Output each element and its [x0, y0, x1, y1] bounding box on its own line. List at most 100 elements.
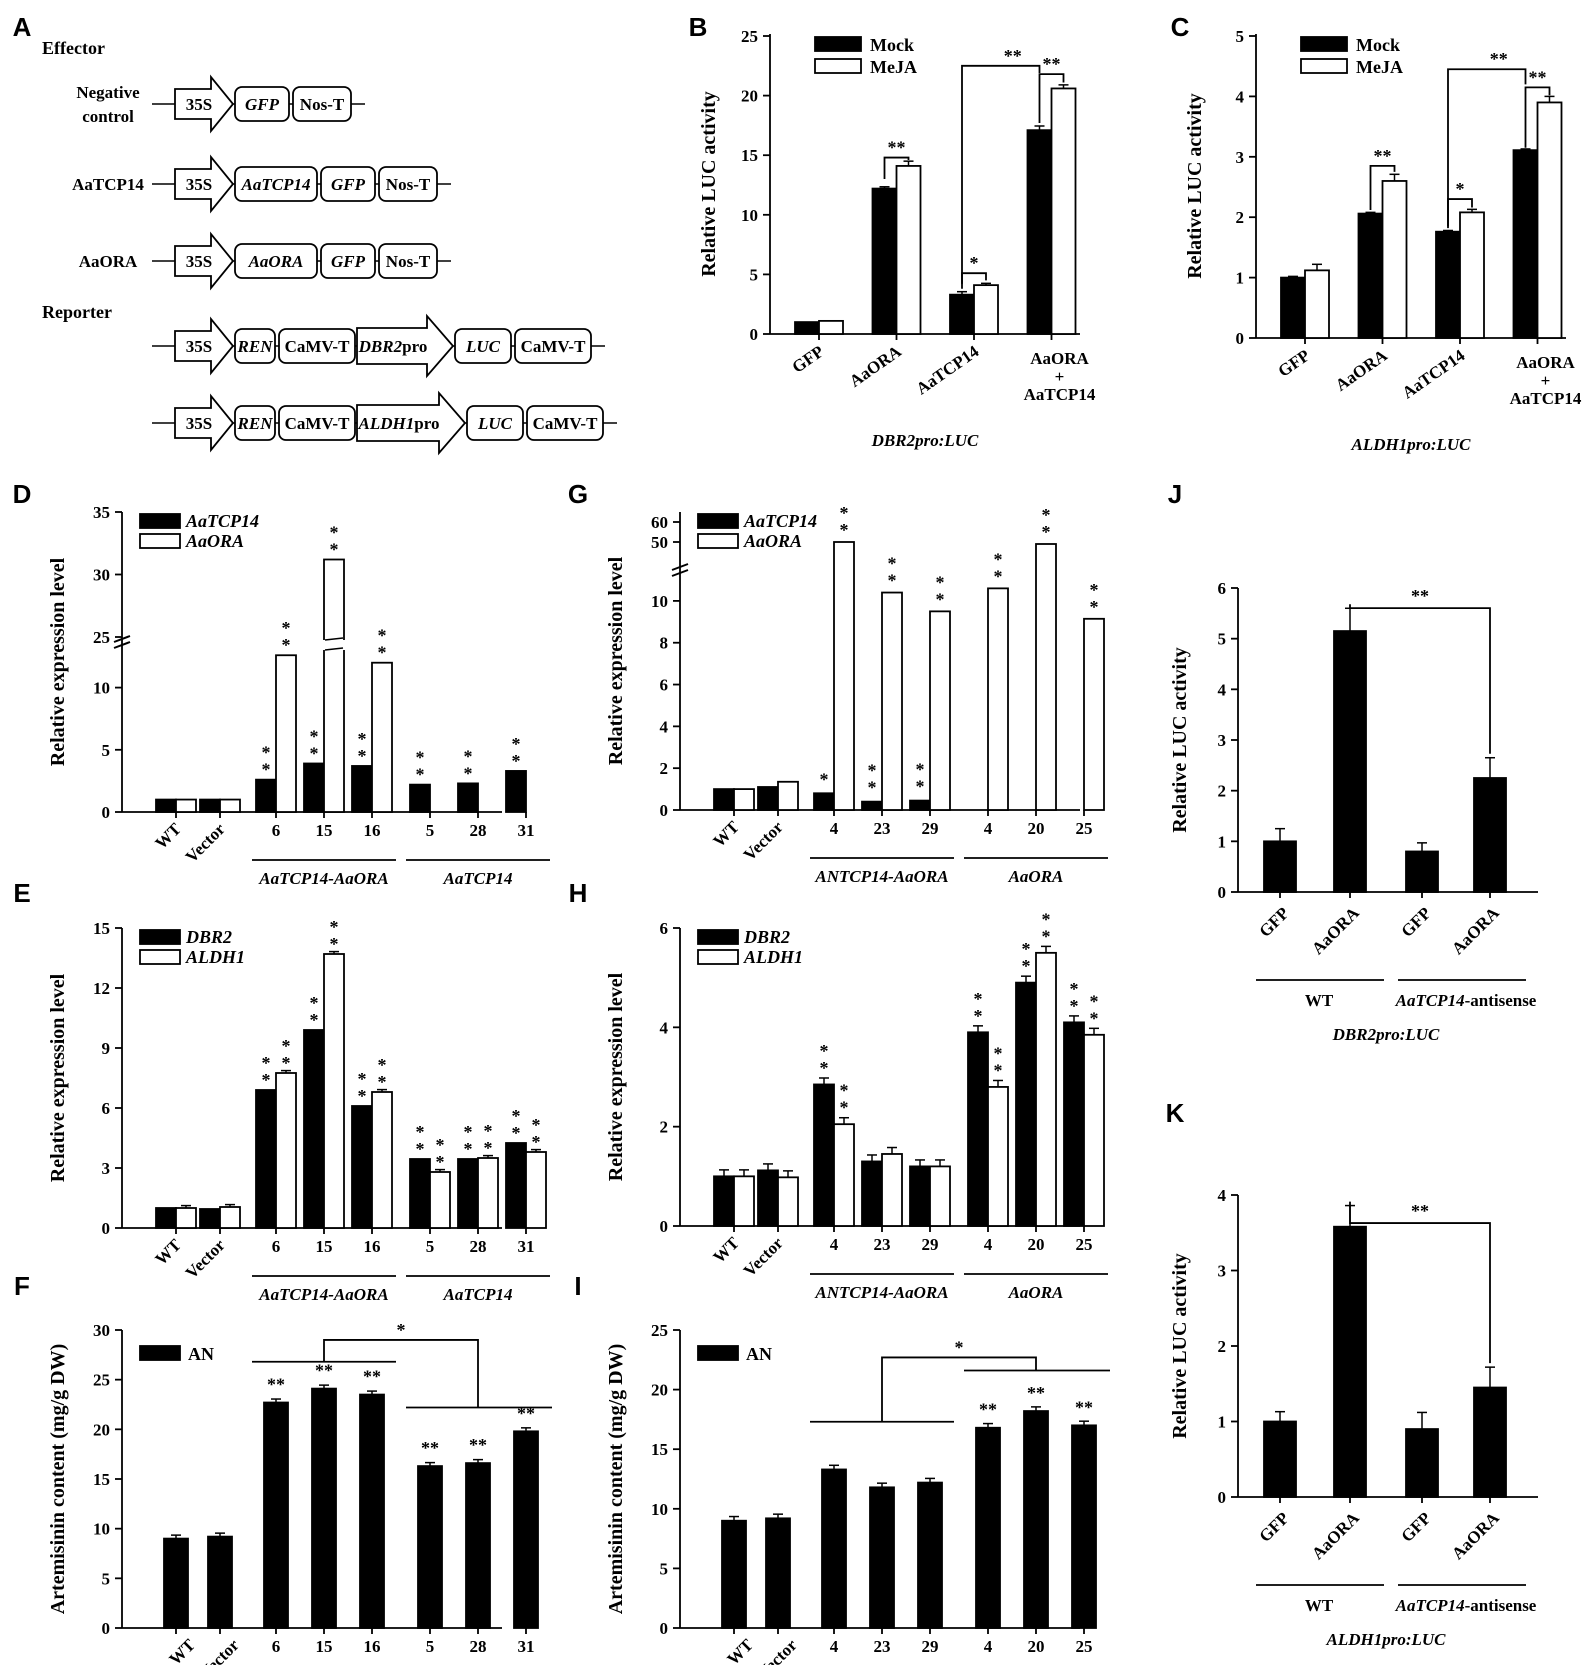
chart-F-bar [263, 1401, 289, 1629]
construct-box [526, 405, 604, 441]
axis-break [324, 647, 344, 651]
construct-part: GFP [245, 95, 280, 114]
chart-K-x-tick-label: GFP [1397, 1508, 1434, 1545]
construct-box [292, 86, 352, 122]
construct-box [234, 86, 290, 122]
chart-B-y-tick-label: 25 [741, 27, 758, 46]
chart-G-bar [987, 587, 1009, 811]
chart-B-annotation: ** [1004, 46, 1022, 66]
chart-E-y-tick-label: 0 [102, 1219, 111, 1238]
chart-E-bar [219, 1206, 241, 1229]
chart-K-y-tick-label: 2 [1218, 1337, 1227, 1356]
chart-E-bar [255, 1089, 277, 1229]
panel-letter-H: H [569, 878, 588, 908]
chart-G-y-tick-label: 10 [651, 592, 668, 611]
chart-G-significance: * [1090, 580, 1099, 600]
chart-G-x-tick-label: 4 [830, 819, 839, 838]
chart-E-significance: * [416, 1122, 425, 1142]
chart-B-x-tick-label: AaORA [846, 341, 905, 391]
chart-H-bar [713, 1175, 735, 1227]
chart-I-bar [721, 1519, 747, 1629]
chart-D-x-tick-label: 15 [316, 821, 333, 840]
chart-F-significance: ** [421, 1438, 439, 1458]
construct-part: CaMV-T [521, 337, 586, 356]
chart-B-annotation: ** [888, 138, 906, 158]
chart-C-x-tick-label: AaTCP14 [1399, 345, 1469, 402]
axis-break [113, 641, 131, 649]
chart-E-significance: * [262, 1070, 271, 1090]
chart-G-bar [813, 792, 835, 811]
chart-F-y-axis-label: Artemisinin content (mg/g DW) [47, 1344, 69, 1615]
chart-G-significance: * [1042, 522, 1051, 542]
chart-H-significance: * [974, 1006, 983, 1026]
chart-J-bar [1473, 777, 1507, 893]
chart-H-bar [861, 1160, 883, 1227]
chart-G-bar [833, 541, 855, 811]
chart-J-y-tick-label: 3 [1218, 731, 1227, 750]
chart-F-significance: ** [315, 1361, 333, 1381]
chart-I-bar [869, 1486, 895, 1629]
construct-name: AaTCP14 [72, 175, 144, 194]
chart-B-annotation: ** [1043, 54, 1061, 74]
chart-H-significance: * [1042, 926, 1051, 946]
chart-E-x-tick-label: 5 [426, 1237, 435, 1256]
chart-C-y-tick-label: 4 [1236, 87, 1245, 106]
chart-D-bar [255, 778, 277, 813]
chart-F-legend-label: AN [188, 1344, 214, 1364]
reporter-title: Reporter [42, 302, 112, 322]
chart-D-significance: * [464, 763, 473, 783]
chart-E-y-tick-label: 3 [102, 1159, 111, 1178]
chart-H-x-tick-label: 4 [830, 1235, 839, 1254]
construct-part: AaORA [248, 252, 304, 271]
chart-E-y-tick-label: 9 [102, 1039, 111, 1058]
chart-E-significance: * [378, 1055, 387, 1075]
chart-G-legend-label: AaTCP14 [743, 511, 817, 531]
chart-C-bar [1536, 101, 1563, 339]
chart-I-x-tick-label: Vector [754, 1635, 801, 1665]
chart-E-significance: * [282, 1053, 291, 1073]
chart-E-y-tick-label: 12 [93, 979, 110, 998]
chart-H-significance: * [840, 1081, 849, 1101]
chart-I-significance: ** [1075, 1397, 1093, 1417]
chart-F-bar [163, 1537, 189, 1629]
chart-I-x-tick-label: 4 [984, 1637, 993, 1656]
construct-box [378, 243, 438, 279]
chart-G-y-tick-label: 4 [660, 717, 669, 736]
chart-B-bar [949, 293, 975, 335]
promoter-arrow [174, 231, 235, 291]
chart-K-x-tick-label: AaORA [1448, 1508, 1503, 1563]
chart-F-x-tick-label: 15 [316, 1637, 333, 1656]
chart-I-y-tick-label: 5 [660, 1559, 669, 1578]
chart-E-bar [409, 1158, 431, 1229]
construct-box [320, 243, 376, 279]
chart-F-significance: ** [363, 1367, 381, 1387]
chart-H-bar [909, 1165, 931, 1227]
chart-E-significance: * [310, 993, 319, 1013]
chart-C-bar [1459, 211, 1485, 339]
chart-F-significance: ** [517, 1403, 535, 1423]
chart-H-significance: * [1070, 979, 1079, 999]
chart-J-y-tick-label: 2 [1218, 782, 1227, 801]
chart-E-significance: * [330, 917, 339, 937]
chart-F-y-tick-label: 15 [93, 1470, 110, 1489]
construct-name: Negative [76, 83, 140, 102]
construct-part: AaTCP14 [241, 175, 311, 194]
chart-B-legend-swatch [814, 58, 862, 74]
chart-H-y-tick-label: 6 [660, 919, 669, 938]
chart-C-bar [1280, 276, 1306, 339]
chart-F-x-tick-label: 5 [426, 1637, 435, 1656]
chart-C-legend-label: MeJA [1356, 57, 1403, 77]
chart-D-significance: * [378, 643, 387, 663]
chart-K-caption: ALDH1pro:LUC [1326, 1630, 1447, 1649]
construct-part: Nos-T [300, 95, 345, 114]
chart-G-significance: * [840, 520, 849, 540]
chart-I-y-tick-label: 10 [651, 1500, 668, 1519]
chart-H-bar [757, 1169, 779, 1227]
chart-G-legend-swatch [697, 513, 739, 529]
chart-I-significance: ** [979, 1400, 997, 1420]
chart-H-significance: * [1090, 991, 1099, 1011]
chart-G-significance: * [868, 778, 877, 798]
chart-F-x-tick-label: WT [165, 1635, 199, 1665]
chart-G-significance: * [916, 760, 925, 780]
promoter-arrow [356, 390, 467, 456]
